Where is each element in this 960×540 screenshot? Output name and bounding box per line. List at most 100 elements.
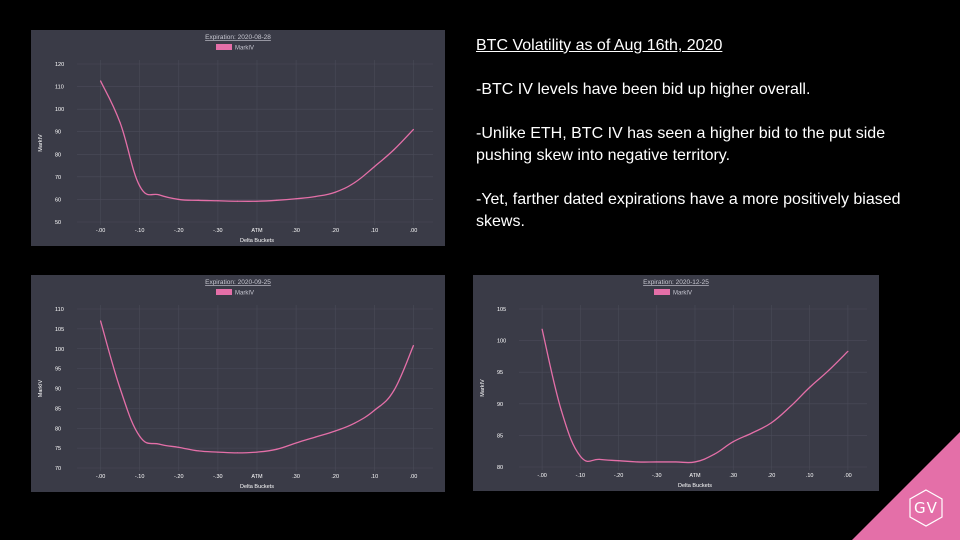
data-point xyxy=(354,181,356,184)
x-tick-label: -.30 xyxy=(213,474,222,480)
y-tick-label: 90 xyxy=(55,387,61,393)
chart-panel-dec-25: Expiration: 2020-12-25 MarkIV 80 85 90 95 100 1… xyxy=(473,275,879,491)
data-point xyxy=(675,461,677,463)
chart-title: Expiration: 2020-08-28 xyxy=(205,34,271,41)
x-tick-label: .20 xyxy=(331,228,339,234)
data-point xyxy=(412,344,415,347)
data-point xyxy=(315,436,317,438)
data-point xyxy=(178,198,180,201)
legend-label: MarkIV xyxy=(235,291,254,297)
data-point xyxy=(617,460,620,462)
data-point xyxy=(732,441,734,443)
y-tick-label: 80 xyxy=(497,465,503,471)
y-tick-label: 100 xyxy=(497,339,506,345)
y-tick-label: 85 xyxy=(55,406,61,412)
data-point xyxy=(315,195,317,198)
y-tick-label: 80 xyxy=(55,426,61,432)
x-tick-label: .00 xyxy=(844,473,852,479)
x-tick-label: -.10 xyxy=(135,474,144,480)
x-tick-label: -.00 xyxy=(96,474,105,480)
x-tick-label: ATM xyxy=(251,228,263,234)
data-point xyxy=(119,387,121,390)
x-tick-label: -.10 xyxy=(576,473,585,479)
x-tick-label: -.30 xyxy=(213,228,222,234)
y-tick-label: 110 xyxy=(55,307,64,313)
chart-panel-aug-28: Expiration: 2020-08-28 MarkIV 50 60 70 80 90 10… xyxy=(31,30,445,246)
hexagon-icon xyxy=(909,489,943,527)
notes-paragraph-1: -BTC IV levels have been bid up higher o… xyxy=(476,81,811,98)
data-point xyxy=(139,185,141,187)
chart-title: Expiration: 2020-09-25 xyxy=(205,279,271,286)
legend-swatch xyxy=(216,44,232,50)
y-axis-label: MarkIV xyxy=(480,379,486,397)
notes-paragraph-2: -Unlike ETH, BTC IV has seen a higher bi… xyxy=(476,125,886,164)
legend-swatch xyxy=(654,289,670,295)
y-tick-label: 70 xyxy=(55,466,61,472)
y-tick-label: 95 xyxy=(497,370,503,376)
y-axis-label: MarkIV xyxy=(38,379,44,397)
y-tick-label: 60 xyxy=(55,197,61,203)
x-tick-label: .00 xyxy=(410,228,418,234)
data-point xyxy=(694,461,696,463)
data-point xyxy=(809,386,811,388)
y-tick-label: 105 xyxy=(55,327,64,333)
data-point xyxy=(637,461,639,463)
data-point xyxy=(828,369,830,371)
data-point xyxy=(847,350,849,352)
data-point xyxy=(158,443,160,445)
y-tick-label: 100 xyxy=(55,107,64,113)
data-point xyxy=(197,199,199,201)
y-tick-label: 90 xyxy=(497,402,503,408)
y-axis-label: MarkIV xyxy=(38,134,44,152)
data-point xyxy=(541,328,543,330)
notes-paragraph-3: -Yet, farther dated expirations have a m… xyxy=(476,191,901,230)
data-point xyxy=(393,149,395,151)
data-point xyxy=(412,128,415,131)
legend-label: MarkIV xyxy=(235,46,254,52)
x-tick-label: .10 xyxy=(371,474,379,480)
chart-aug-28: Expiration: 2020-08-28 MarkIV 50 60 70 80 90 10… xyxy=(38,34,433,244)
data-point xyxy=(217,451,219,453)
x-tick-label: ATM xyxy=(251,474,263,480)
notes-panel: BTC Volatility as of Aug 16th, 2020 -BTC… xyxy=(476,35,936,255)
data-point xyxy=(713,453,715,455)
x-tick-label: -.20 xyxy=(614,473,623,479)
y-tick-label: 85 xyxy=(497,433,503,439)
chart-title: Expiration: 2020-12-25 xyxy=(643,279,709,286)
x-axis-label: Delta Buckets xyxy=(240,238,274,244)
x-tick-label: .20 xyxy=(768,473,776,479)
data-point xyxy=(99,80,102,82)
y-tick-label: 90 xyxy=(55,130,61,136)
x-tick-label: -.10 xyxy=(135,228,144,234)
x-tick-label: -.20 xyxy=(174,474,183,480)
data-point xyxy=(139,435,141,437)
x-tick-label: ATM xyxy=(689,473,701,479)
data-point xyxy=(598,458,601,461)
x-tick-label: -.00 xyxy=(96,228,105,234)
data-point xyxy=(789,405,792,407)
data-point xyxy=(770,422,773,424)
legend-label: MarkIV xyxy=(673,291,692,297)
data-point xyxy=(236,452,239,454)
chart-panel-sep-25: Expiration: 2020-09-25 MarkIV 70 75 80 85 90 95… xyxy=(31,275,445,492)
data-point xyxy=(178,446,180,448)
y-tick-label: 105 xyxy=(497,307,506,313)
data-point xyxy=(197,450,199,452)
y-tick-label: 80 xyxy=(55,152,61,158)
x-tick-label: -.30 xyxy=(652,473,661,479)
data-point xyxy=(217,200,219,202)
x-tick-label: .30 xyxy=(292,474,300,480)
data-point xyxy=(579,455,581,457)
data-point xyxy=(99,320,102,322)
data-point xyxy=(275,448,278,450)
data-point xyxy=(354,422,356,424)
data-point xyxy=(334,430,336,432)
y-tick-label: 110 xyxy=(55,85,64,91)
x-tick-label: -.20 xyxy=(174,228,183,234)
logo-corner-triangle xyxy=(852,432,960,540)
data-point xyxy=(560,409,562,411)
data-point xyxy=(373,409,375,411)
x-axis-label: Delta Buckets xyxy=(678,483,712,489)
x-tick-label: .10 xyxy=(806,473,814,479)
x-tick-label: .00 xyxy=(410,474,418,480)
